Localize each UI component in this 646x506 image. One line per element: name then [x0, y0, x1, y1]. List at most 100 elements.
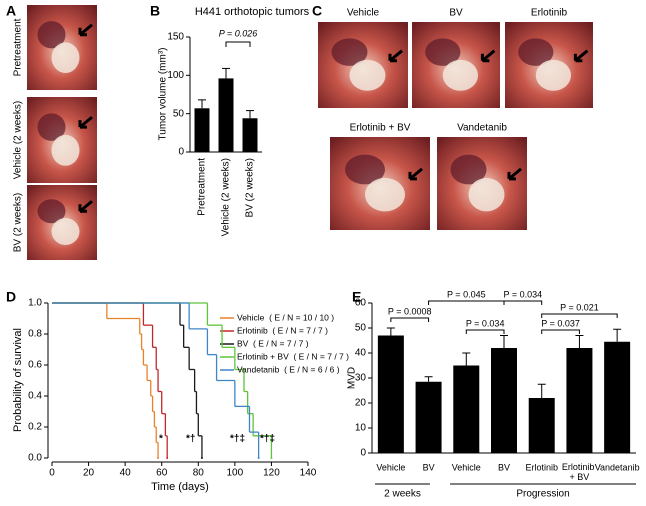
bar: [242, 118, 258, 152]
arrow: [507, 167, 522, 181]
photo-label: BV: [449, 8, 463, 19]
bracket: [465, 329, 505, 334]
annotation: *†‡: [230, 434, 245, 445]
y-axis-label: Tumor volume (mm³): [158, 48, 169, 141]
photo-tumor: [349, 59, 386, 91]
x-tick-label: 120: [263, 468, 280, 479]
panel-label: B: [150, 3, 160, 19]
annotation: P = 0.0008: [388, 306, 432, 316]
annotation: *†‡: [260, 434, 275, 445]
annotation: P = 0.045: [447, 289, 486, 299]
y-tick-label: 10: [355, 423, 367, 434]
photo-tumor: [468, 177, 505, 212]
photo-organ: [37, 199, 66, 224]
y-tick-label: 1.0: [28, 298, 42, 309]
survival-end: [166, 457, 169, 459]
x-tick-label: 60: [156, 468, 168, 479]
panel-label: C: [312, 3, 322, 19]
y-tick-label: 0: [178, 147, 184, 158]
annotation: P = 0.037: [541, 318, 580, 328]
photo-label: Vandetanib: [457, 123, 507, 134]
bar: [566, 348, 593, 453]
x-tick-label: 0: [49, 468, 55, 479]
x-tick-label: Vehicle: [452, 462, 481, 472]
photo-label: Erlotinib + BV: [350, 123, 411, 134]
photo-organ: [345, 154, 385, 185]
x-tick-label: 140: [300, 468, 317, 479]
x-tick-label: Vehicle (2 weeks): [221, 158, 232, 236]
bar: [453, 365, 480, 453]
survival-end: [257, 457, 260, 459]
bar: [604, 341, 631, 453]
y-tick-label: 100: [167, 70, 184, 81]
y-axis-label: Probability of survival: [12, 328, 24, 432]
bar: [415, 381, 442, 453]
bracket: [541, 313, 618, 318]
y-axis-label: MVD: [347, 367, 358, 389]
group-label: Progression: [516, 489, 569, 500]
photo-label: Vehicle (2 weeks): [13, 101, 24, 179]
annotation: P = 0.034: [504, 289, 543, 299]
bracket: [541, 329, 580, 334]
y-tick-label: 0.6: [28, 360, 42, 371]
photo-tumor: [51, 134, 80, 166]
arrow: [480, 49, 496, 63]
x-tick-label: BV: [423, 462, 435, 472]
photo-tumor: [442, 59, 478, 91]
photo-organ: [450, 154, 487, 185]
x-tick-label: 80: [193, 468, 205, 479]
photo-label: Erlotinib: [531, 8, 568, 19]
legend-label: Vandetanib ( E / N = 6 / 6 ): [237, 364, 340, 374]
y-tick-label: 0.8: [28, 329, 42, 340]
x-tick-label: Vandetanib: [595, 462, 640, 472]
y-tick-label: 150: [167, 32, 184, 43]
photo-organ: [425, 38, 461, 66]
y-tick-label: 20: [355, 398, 367, 409]
survival-end: [270, 457, 273, 459]
label-line: + BV: [570, 472, 590, 482]
chart-title: H441 orthotopic tumors: [195, 6, 310, 18]
photo-label: Vehicle: [347, 8, 380, 19]
panel-label: A: [6, 3, 16, 19]
bar: [377, 335, 404, 453]
photo-organ: [518, 38, 554, 66]
y-tick-label: 30: [355, 373, 367, 384]
arrow: [388, 49, 403, 63]
x-tick-label: Erlotinib: [525, 462, 558, 472]
arrow: [78, 115, 93, 129]
annotation: P = 0.026: [219, 28, 257, 38]
x-tick-label: Vehicle: [376, 462, 405, 472]
legend-label: Vehicle ( E / N = 10 / 10 ): [237, 312, 334, 322]
x-tick-label: Pretreatment: [197, 158, 208, 216]
panel-label: D: [6, 289, 16, 305]
x-tick-label: BV (2 weeks): [245, 158, 256, 217]
annotation: P = 0.021: [560, 302, 599, 312]
arrow: [408, 167, 423, 181]
bracket: [225, 41, 251, 47]
legend-label: Erlotinib ( E / N = 7 / 7 ): [237, 325, 328, 335]
bar: [491, 348, 517, 453]
survival-end: [157, 457, 160, 459]
photo-organ: [37, 113, 66, 141]
legend-label: BV ( E / N = 7 / 7 ): [237, 338, 309, 348]
bracket: [503, 300, 543, 305]
bracket: [390, 317, 430, 322]
bracket: [428, 300, 505, 305]
photo-tumor: [365, 177, 405, 212]
photo-label: BV (2 weeks): [13, 193, 24, 252]
photo-tumor: [51, 42, 80, 73]
x-tick-label: 40: [120, 468, 132, 479]
y-tick-label: 50: [173, 108, 185, 119]
panel-label: E: [352, 289, 361, 305]
y-tick-label: 40: [355, 348, 367, 359]
photo-tumor: [535, 59, 572, 91]
bar: [218, 78, 234, 152]
photo-label: Pretreatment: [13, 18, 24, 76]
y-tick-label: 60: [355, 298, 367, 309]
survival-end: [200, 457, 203, 459]
annotation: *: [159, 434, 163, 445]
annotation: *†: [186, 434, 195, 445]
arrow: [78, 200, 93, 213]
x-tick-label: BV: [498, 462, 510, 472]
